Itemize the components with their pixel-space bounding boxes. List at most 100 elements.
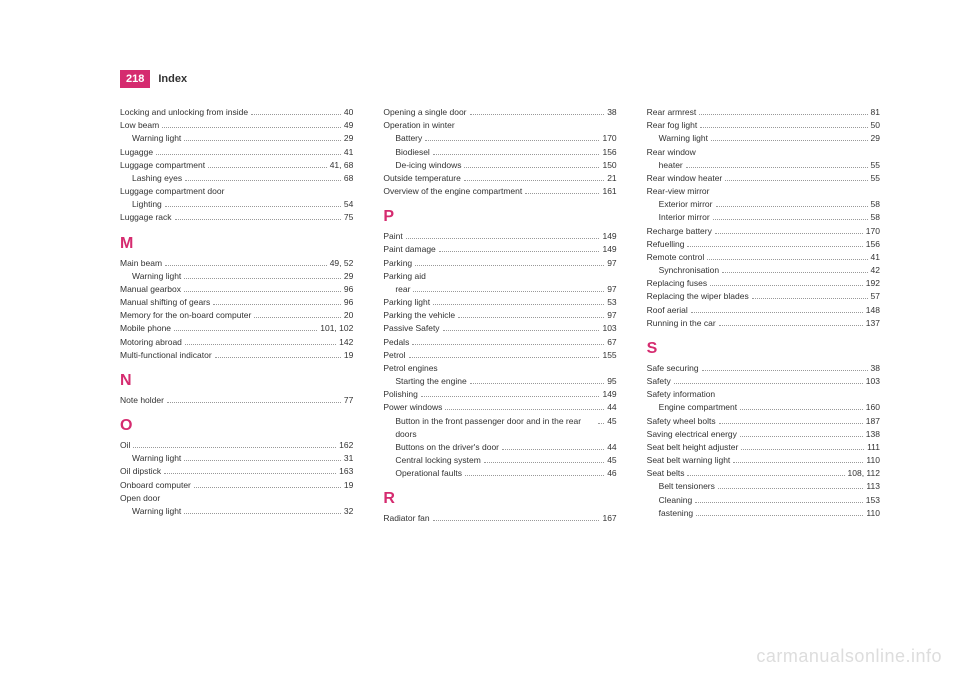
index-entry: Running in the car137 — [647, 317, 880, 330]
entry-page: 32 — [344, 505, 353, 518]
entry-label: Oil — [120, 439, 130, 452]
index-entry: Exterior mirror58 — [647, 198, 880, 211]
entry-label: Biodiesel — [395, 146, 430, 159]
entry-page: 142 — [339, 336, 353, 349]
entry-label: Power windows — [383, 401, 442, 414]
entry-label: Memory for the on-board computer — [120, 309, 251, 322]
entry-page: 45 — [607, 454, 616, 467]
index-entry: Cleaning 153 — [647, 494, 880, 507]
entry-page: 38 — [871, 362, 880, 375]
entry-page: 97 — [607, 283, 616, 296]
leader-dots — [464, 167, 599, 168]
entry-page: 81 — [871, 106, 880, 119]
index-entry: Buttons on the driver's door44 — [383, 441, 616, 454]
entry-label: Lashing eyes — [132, 172, 182, 185]
entry-label: Radiator fan — [383, 512, 429, 525]
leader-dots — [715, 233, 863, 234]
entry-page: 97 — [607, 309, 616, 322]
leader-dots — [740, 436, 863, 437]
entry-page: 46 — [607, 467, 616, 480]
leader-dots — [716, 206, 868, 207]
entry-label: Rear fog light — [647, 119, 698, 132]
index-entry: Note holder77 — [120, 394, 353, 407]
index-entry: Passive Safety103 — [383, 322, 616, 335]
leader-dots — [184, 460, 341, 461]
index-entry: Operation in winter — [383, 119, 616, 132]
index-entry: Button in the front passenger door and i… — [383, 415, 616, 441]
leader-dots — [752, 298, 868, 299]
index-entry: Starting the engine 95 — [383, 375, 616, 388]
index-entry: Luggage compartment door — [120, 185, 353, 198]
leader-dots — [445, 409, 604, 410]
entry-label: Warning light — [659, 132, 708, 145]
entry-label: Central locking system — [395, 454, 481, 467]
leader-dots — [185, 344, 336, 345]
entry-label: Seat belts — [647, 467, 685, 480]
entry-label: Cleaning — [659, 494, 693, 507]
entry-label: Note holder — [120, 394, 164, 407]
index-entry: Paint damage149 — [383, 243, 616, 256]
leader-dots — [725, 180, 867, 181]
leader-dots — [409, 357, 600, 358]
entry-page: 57 — [871, 290, 880, 303]
index-entry: Saving electrical energy138 — [647, 428, 880, 441]
index-column: Opening a single door 38Operation in wint… — [383, 106, 616, 526]
leader-dots — [707, 259, 867, 260]
index-entry: Motoring abroad142 — [120, 336, 353, 349]
index-entry: Parking aid — [383, 270, 616, 283]
entry-label: Rear-view mirror — [647, 185, 710, 198]
index-entry: Main beam49, 52 — [120, 257, 353, 270]
leader-dots — [686, 167, 868, 168]
entry-page: 38 — [607, 106, 616, 119]
entry-label: Replacing the wiper blades — [647, 290, 749, 303]
index-entry: Battery170 — [383, 132, 616, 145]
entry-page: 41 — [344, 146, 353, 159]
index-entry: Warning light29 — [120, 270, 353, 283]
index-entry: Replacing fuses192 — [647, 277, 880, 290]
index-entry: Low beam49 — [120, 119, 353, 132]
entry-label: Battery — [395, 132, 422, 145]
entry-page: 44 — [607, 441, 616, 454]
entry-page: 95 — [607, 375, 616, 388]
index-entry: Parking97 — [383, 257, 616, 270]
entry-label: Refuelling — [647, 238, 685, 251]
entry-label: Paint damage — [383, 243, 435, 256]
leader-dots — [215, 357, 341, 358]
entry-label: Starting the engine — [395, 375, 466, 388]
entry-label: Manual gearbox — [120, 283, 181, 296]
entry-label: Oil dipstick — [120, 465, 161, 478]
leader-dots — [406, 238, 600, 239]
entry-page: 103 — [866, 375, 880, 388]
entry-page: 163 — [339, 465, 353, 478]
index-entry: Operational faults46 — [383, 467, 616, 480]
index-entry: Overview of the engine compartment161 — [383, 185, 616, 198]
index-entry: Seat belt warning light110 — [647, 454, 880, 467]
entry-page: 40 — [344, 106, 353, 119]
leader-dots — [687, 246, 862, 247]
entry-label: Opening a single door — [383, 106, 466, 119]
entry-label: De-icing windows — [395, 159, 461, 172]
entry-page: 150 — [602, 159, 616, 172]
entry-page: 153 — [866, 494, 880, 507]
leader-dots — [470, 383, 605, 384]
index-entry: Outside temperature21 — [383, 172, 616, 185]
entry-label: Exterior mirror — [659, 198, 713, 211]
entry-label: Luggage compartment — [120, 159, 205, 172]
entry-page: 53 — [607, 296, 616, 309]
leader-dots — [718, 488, 864, 489]
entry-label: Remote control — [647, 251, 705, 264]
entry-label: Warning light — [132, 132, 181, 145]
entry-page: 192 — [866, 277, 880, 290]
leader-dots — [165, 206, 341, 207]
index-entry: Rear fog light50 — [647, 119, 880, 132]
entry-label: fastening — [659, 507, 694, 520]
leader-dots — [458, 317, 604, 318]
entry-page: 160 — [866, 401, 880, 414]
leader-dots — [439, 251, 600, 252]
entry-page: 42 — [871, 264, 880, 277]
entry-label: Mobile phone — [120, 322, 171, 335]
index-entry: Luggage compartment41, 68 — [120, 159, 353, 172]
leader-dots — [740, 409, 863, 410]
leader-dots — [719, 423, 863, 424]
entry-page: 170 — [866, 225, 880, 238]
